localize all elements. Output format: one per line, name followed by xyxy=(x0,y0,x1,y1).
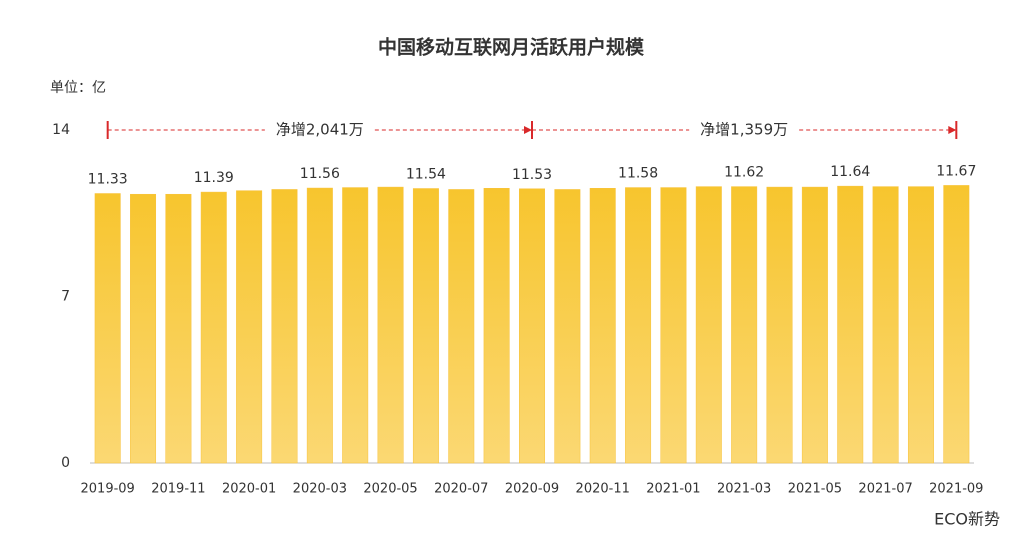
watermark: ECO新势 xyxy=(934,510,1000,529)
x-tick-label: 2021-05 xyxy=(788,482,842,497)
data-label: 11.67 xyxy=(936,163,976,179)
annotation: 净增1,359万 xyxy=(700,121,788,139)
bar xyxy=(519,188,545,464)
bar xyxy=(130,193,157,464)
x-tick-label: 2019-09 xyxy=(81,482,135,497)
bar xyxy=(200,191,227,464)
bracket-arrow xyxy=(524,126,532,134)
bar xyxy=(271,189,298,464)
y-axis-label: 单位：亿 xyxy=(50,80,106,96)
data-label: 11.33 xyxy=(88,172,128,188)
bar xyxy=(837,185,864,464)
x-tick-label: 2021-03 xyxy=(717,482,771,497)
x-tick-label: 2020-09 xyxy=(505,482,559,497)
bar xyxy=(872,186,899,464)
data-label: 11.62 xyxy=(724,165,764,181)
bar xyxy=(695,186,722,464)
x-tick-label: 2020-01 xyxy=(222,482,276,497)
bar xyxy=(943,185,970,464)
data-label: 11.54 xyxy=(406,167,446,183)
x-tick-label: 2020-11 xyxy=(576,482,630,497)
data-label: 11.53 xyxy=(512,167,552,183)
bar xyxy=(625,187,652,464)
y-tick-label: 0 xyxy=(61,455,70,471)
y-tick-label: 7 xyxy=(61,289,70,305)
bar xyxy=(589,188,616,464)
x-tick-label: 2020-05 xyxy=(363,482,417,497)
x-tick-label: 2020-07 xyxy=(434,482,488,497)
bar xyxy=(731,186,758,464)
bar xyxy=(412,188,439,464)
annotation: 净增2,041万 xyxy=(276,121,364,139)
bar xyxy=(94,193,121,464)
x-tick-label: 2021-01 xyxy=(646,482,700,497)
data-label: 11.39 xyxy=(194,170,234,186)
bar xyxy=(306,187,333,464)
bar xyxy=(907,186,934,464)
x-tick-label: 2021-07 xyxy=(858,482,912,497)
bar xyxy=(801,186,828,464)
bar xyxy=(448,189,475,464)
bar xyxy=(554,189,581,464)
bar xyxy=(483,188,510,464)
bracket-arrow xyxy=(948,126,957,134)
data-label: 11.58 xyxy=(618,166,658,182)
bar xyxy=(766,186,793,464)
data-label: 11.56 xyxy=(300,166,340,182)
bar xyxy=(165,193,192,464)
bar xyxy=(342,187,369,464)
bar xyxy=(660,187,687,464)
x-tick-label: 2020-03 xyxy=(293,482,347,497)
y-tick-label: 14 xyxy=(52,122,70,138)
data-label: 11.64 xyxy=(830,164,870,180)
chart-title: 中国移动互联网月活跃用户规模 xyxy=(378,36,645,59)
bar xyxy=(236,190,263,464)
x-tick-label: 2019-11 xyxy=(151,482,205,497)
bar xyxy=(377,186,404,464)
x-tick-label: 2021-09 xyxy=(929,482,983,497)
